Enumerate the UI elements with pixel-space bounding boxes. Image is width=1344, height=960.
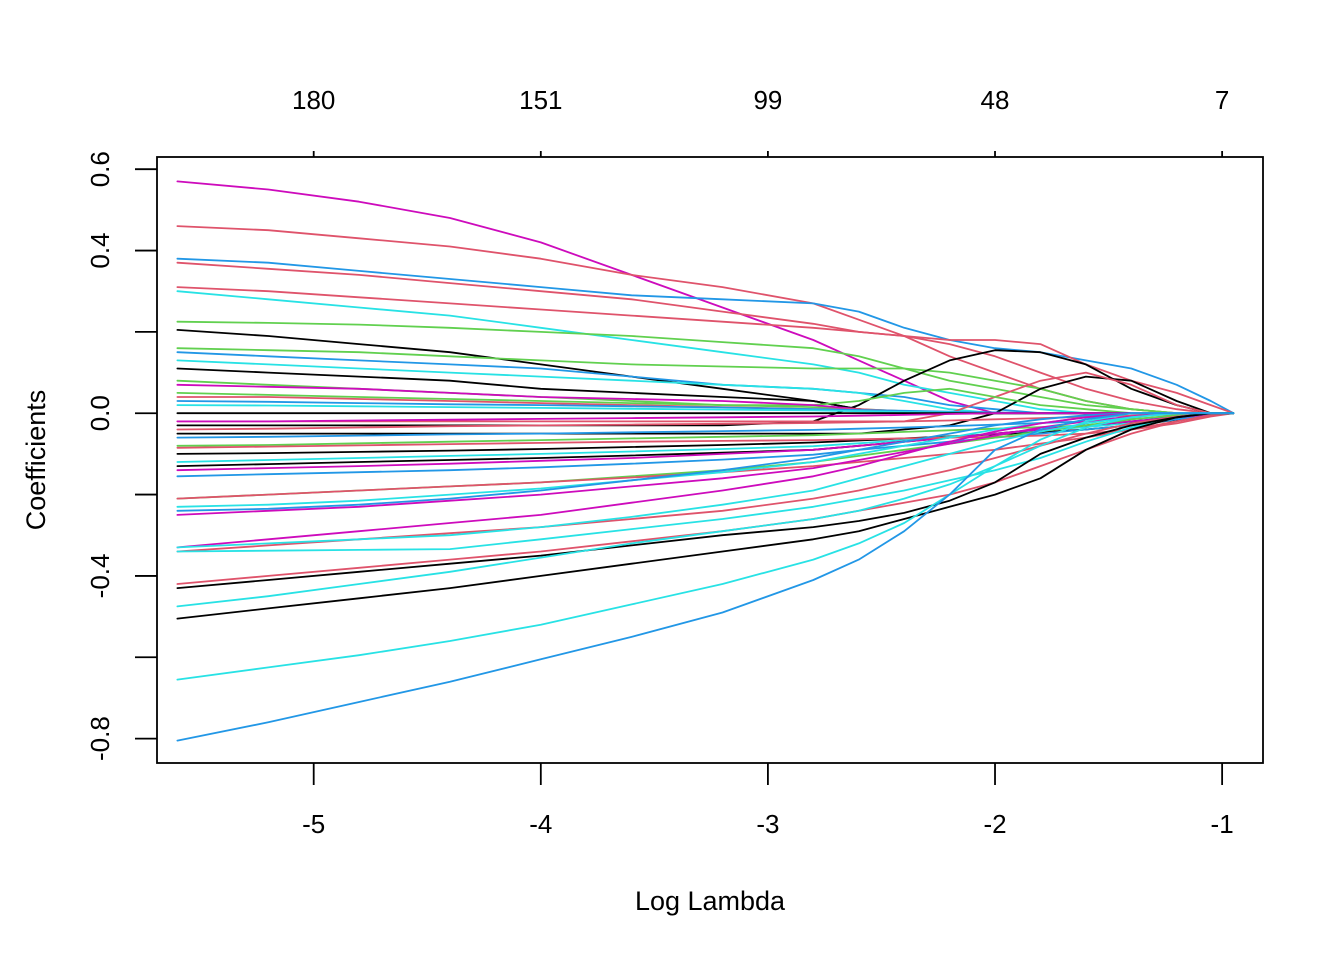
x-tick-label: -2 (983, 809, 1006, 839)
series-layer (176, 180, 1235, 742)
y-tick-label: 0.0 (85, 395, 115, 431)
x-tick-label: -5 (302, 809, 325, 839)
coefficient-line-5 (176, 286, 1235, 415)
coefficient-line-47 (176, 412, 1235, 742)
top-tick-label: 48 (981, 85, 1010, 115)
coefficient-line-3 (176, 257, 1235, 415)
y-tick-label: -0.4 (85, 554, 115, 599)
top-tick-label: 180 (292, 85, 335, 115)
x-tick-label: -1 (1211, 809, 1234, 839)
coefficient-line-44 (176, 412, 1235, 608)
plot-frame (156, 156, 1264, 764)
x-axis-title: Log Lambda (635, 886, 786, 916)
coefficient-line-42 (176, 412, 1235, 585)
coefficient-line-39 (176, 412, 1235, 553)
y-tick-label: 0.4 (85, 232, 115, 268)
x-tick-label: -4 (529, 809, 552, 839)
y-axis-title: Coefficients (21, 390, 51, 531)
coefficient-line-14 (176, 375, 1235, 435)
top-tick-label: 7 (1215, 85, 1229, 115)
coefficient-line-13 (176, 349, 1235, 427)
top-tick-label: 99 (753, 85, 782, 115)
coefficient-line-43 (176, 412, 1235, 589)
axis-layer: -5 -4 -3 -2 -1 180 151 99 48 7 -0.8 -0.4 0.0 0.4 0.6 (85, 85, 1264, 839)
coefficient-line-9 (176, 347, 1235, 415)
top-tick-label: 151 (519, 85, 562, 115)
y-tick-label: -0.8 (85, 716, 115, 761)
y-tick-label: 0.6 (85, 151, 115, 187)
coefficient-line-45 (176, 412, 1235, 620)
x-tick-label: -3 (756, 809, 779, 839)
coefficient-line-41 (176, 412, 1235, 553)
coefficient-line-31 (176, 412, 1235, 472)
